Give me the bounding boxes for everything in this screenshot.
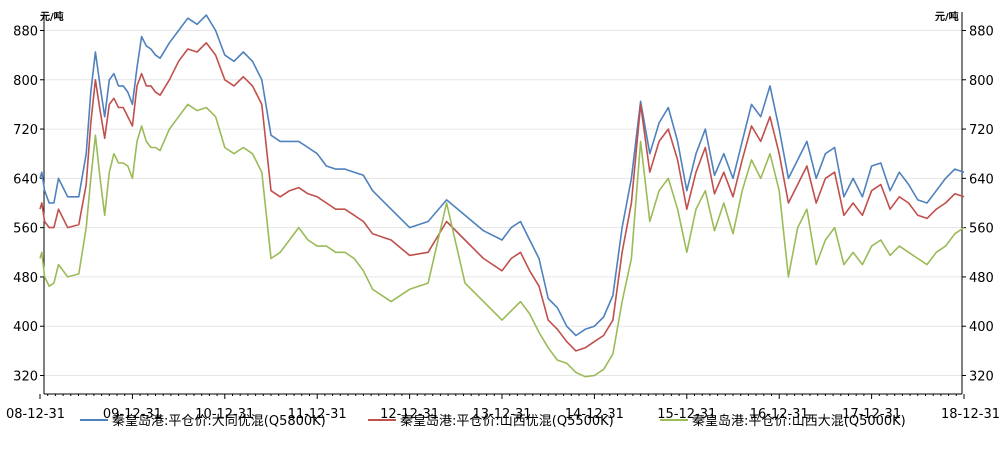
x-tick-label: 11-12-31 bbox=[288, 407, 347, 422]
y-tick-label-left: 320 bbox=[13, 370, 38, 385]
y-tick-label-right: 400 bbox=[969, 320, 994, 335]
x-tick-label: 13-12-31 bbox=[472, 407, 531, 422]
legend-label-1: 秦皇岛港:平仓价:大同优混(Q5800K) bbox=[112, 413, 326, 429]
legend-label-3: 秦皇岛港:平仓价:山西大混(Q5000K) bbox=[692, 413, 906, 429]
x-tick-label: 12-12-31 bbox=[380, 407, 439, 422]
y-tick-label-right: 720 bbox=[969, 123, 994, 138]
x-tick-label: 10-12-31 bbox=[195, 407, 254, 422]
y-tick-label-left: 480 bbox=[13, 271, 38, 286]
y-tick-label-left: 560 bbox=[13, 222, 38, 237]
y-tick-label-right: 560 bbox=[969, 222, 994, 237]
y-tick-label-left: 800 bbox=[13, 74, 38, 89]
grid-lines bbox=[44, 29, 962, 377]
y-tick-label-left: 640 bbox=[13, 172, 38, 187]
y-ticks-right: 320 400 480 560 640 720 800 880 bbox=[962, 24, 994, 385]
legend: 秦皇岛港:平仓价:大同优混(Q5800K) 秦皇岛港:平仓价:山西优混(Q5500… bbox=[80, 413, 906, 429]
y-tick-label-right: 640 bbox=[969, 172, 994, 187]
x-ticks: 08-12-31 09-12-31 10-12-31 11-12-31 12-12-31… bbox=[6, 394, 1000, 422]
y-tick-label-left: 400 bbox=[13, 320, 38, 335]
x-tick-label: 14-12-31 bbox=[565, 407, 624, 422]
x-tick-label: 15-12-31 bbox=[657, 407, 716, 422]
left-unit-label: 元/吨 bbox=[40, 10, 64, 23]
series-line-2 bbox=[39, 41, 965, 352]
y-tick-label-left: 720 bbox=[13, 123, 38, 138]
y-tick-label-right: 800 bbox=[969, 74, 994, 89]
y-tick-label-right: 320 bbox=[969, 370, 994, 385]
series-line-1 bbox=[39, 14, 965, 337]
x-tick-label: 08-12-31 bbox=[6, 407, 65, 422]
x-tick-label: 17-12-31 bbox=[842, 407, 901, 422]
y-tick-label-right: 880 bbox=[969, 24, 994, 39]
series-lines bbox=[39, 14, 965, 378]
x-tick-label: 16-12-31 bbox=[750, 407, 809, 422]
series-line-3 bbox=[39, 103, 965, 378]
y-tick-label-left: 880 bbox=[13, 24, 38, 39]
axes bbox=[43, 12, 963, 395]
y-tick-label-right: 480 bbox=[969, 271, 994, 286]
right-unit-label: 元/吨 bbox=[935, 10, 959, 23]
x-tick-label: 09-12-31 bbox=[103, 407, 162, 422]
x-tick-label: 18-12-31 bbox=[941, 407, 1000, 422]
legend-label-2: 秦皇岛港:平仓价:山西优混(Q5500K) bbox=[400, 413, 614, 429]
y-ticks-left: 320 400 480 560 640 720 800 880 bbox=[13, 24, 44, 385]
